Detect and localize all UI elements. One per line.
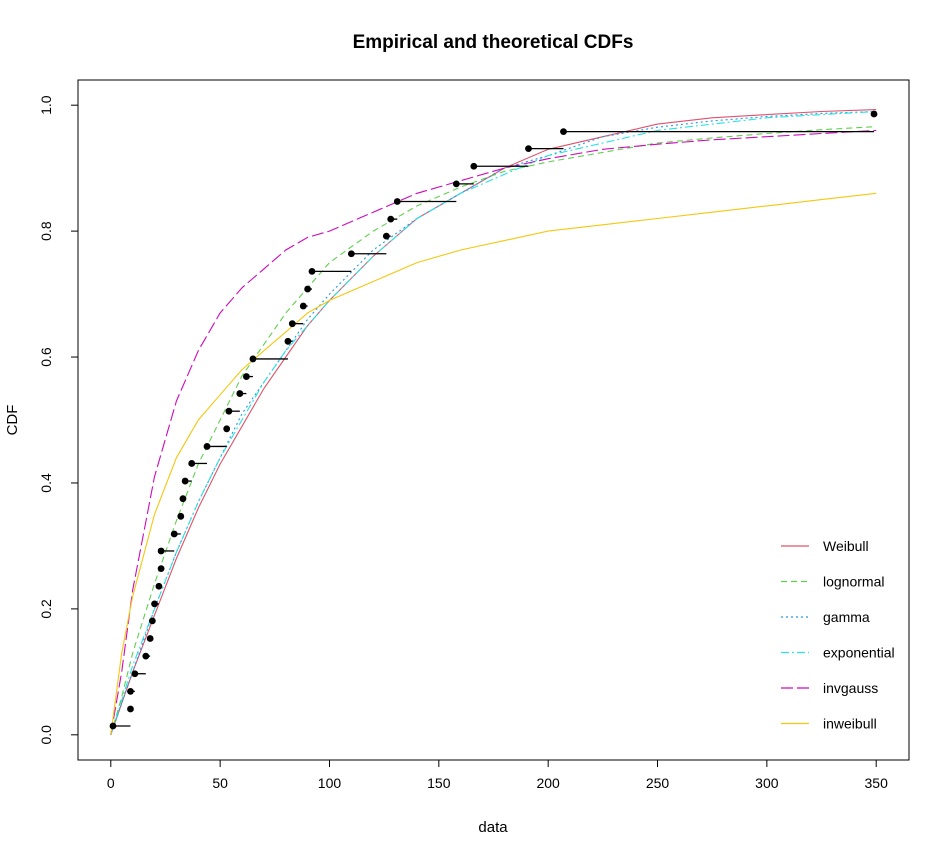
empirical-point [127,705,134,713]
empirical-point [225,407,233,415]
series-line-gamma [110,110,877,735]
y-tick-label: 1.0 [38,95,54,115]
empirical-point [127,687,134,695]
empirical-point [387,215,395,223]
empirical-point [179,495,187,503]
x-tick-label: 300 [755,775,779,791]
x-tick-label: 0 [107,775,115,791]
empirical-cdf [109,110,878,730]
legend-label-invgauss: invgauss [823,680,878,696]
legend-label-weibull: Weibull [823,538,869,554]
legend-label-inweibull: inweibull [823,716,877,732]
legend: Weibull lognormal gamma exponential invgauss… [781,538,895,732]
empirical-point [470,162,478,170]
empirical-point [155,582,163,590]
empirical-point [870,110,878,118]
empirical-point [203,443,211,450]
empirical-point [242,373,250,380]
empirical-point [299,302,307,310]
legend-label-gamma: gamma [823,609,870,625]
empirical-point [347,250,355,258]
chart-title: Empirical and theoretical CDFs [353,32,634,53]
empirical-point [131,670,139,678]
y-tick-label: 0.6 [38,347,54,367]
empirical-point [157,565,165,572]
series-line-lognormal [110,126,877,735]
empirical-point [304,285,312,293]
empirical-point [151,600,158,608]
empirical-point [382,232,390,240]
empirical-point [525,145,532,153]
legend-label-exponential: exponential [823,645,895,661]
x-tick-label: 100 [318,775,342,791]
x-tick-label: 250 [646,775,670,791]
empirical-point [236,390,244,397]
empirical-point [560,128,567,136]
series-line-invgauss [110,129,877,735]
empirical-point [308,268,316,275]
x-tick-label: 200 [536,775,560,791]
theoretical-curves [110,109,877,735]
x-tick-label: 50 [212,775,228,791]
y-tick-label: 0.8 [38,221,54,241]
empirical-point [284,337,292,345]
empirical-point [148,617,156,625]
plot-frame [77,79,910,761]
series-line-exponential [110,110,877,735]
y-tick-label: 0.2 [38,599,54,619]
empirical-point [249,355,257,363]
empirical-point [109,722,117,730]
empirical-point [157,547,165,555]
x-tick-label: 350 [865,775,889,791]
legend-label-lognormal: lognormal [823,574,884,590]
empirical-point [452,180,460,188]
y-axis-label: CDF [4,405,21,436]
empirical-point [142,652,150,660]
empirical-point [188,460,196,467]
empirical-point [223,425,231,433]
axes: 0 50 100 150 200 250 300 350 0.0 0.2 0.4 0.6 0.8 1.0 [38,95,888,791]
x-tick-label: 150 [427,775,451,791]
series-line-weibull [110,109,877,735]
series-line-inweibull [110,192,877,735]
empirical-point [146,635,154,642]
y-tick-label: 0.4 [38,473,54,493]
empirical-point [181,477,189,485]
empirical-point [170,530,178,538]
x-axis-label: data [478,819,508,836]
y-tick-label: 0.0 [38,725,54,745]
empirical-point [177,512,185,520]
empirical-point [288,320,296,328]
empirical-point [393,198,401,205]
